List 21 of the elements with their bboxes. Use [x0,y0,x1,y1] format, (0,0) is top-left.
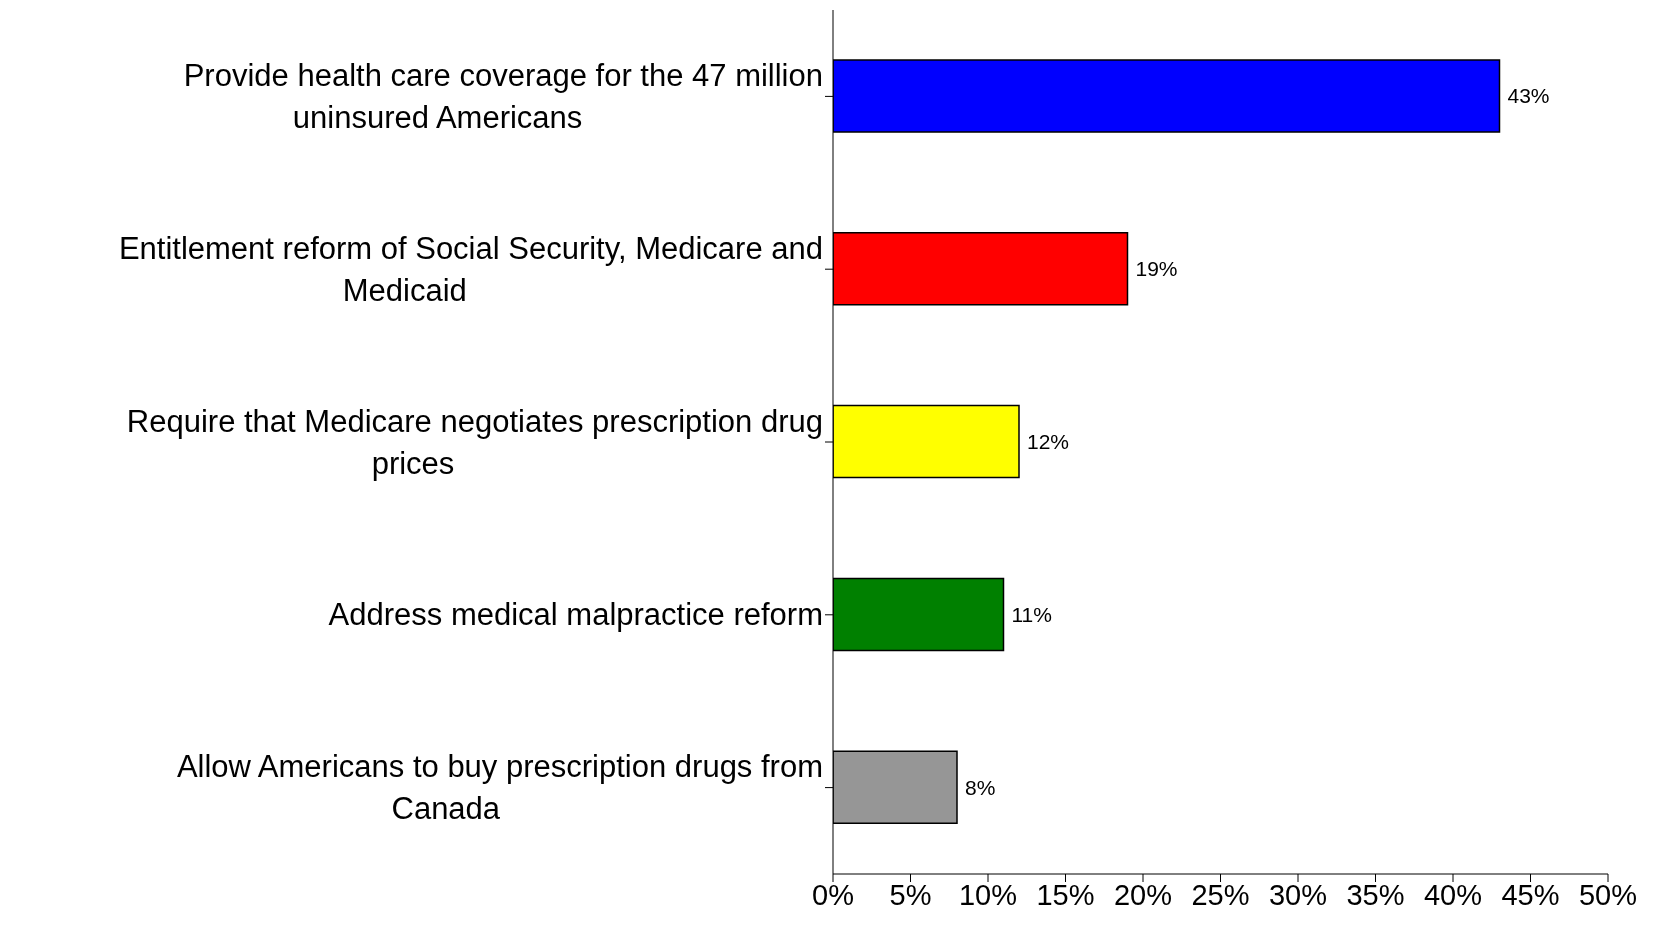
x-tick-label: 20% [1113,878,1173,911]
y-tick-label: Allow Americans to buy prescription drugs from Canada [176,749,823,827]
x-tick-label: 25% [1191,878,1250,911]
data-label: 12% [1027,430,1070,454]
data-label: 43% [1507,84,1550,108]
data-label: 19% [1135,257,1178,281]
data-label: 8% [965,775,996,799]
y-tick-label: Require that Medicare negotiates prescription drug prices [126,403,823,481]
x-tick-label: 0% [812,878,854,911]
x-tick-label: 45% [1501,878,1560,911]
y-tick-label: Address medical malpractice reform [328,597,823,633]
x-tick-label: 40% [1423,878,1483,911]
data-label: 11% [1011,602,1052,626]
x-tick-label: 5% [889,878,932,911]
x-tick-label: 50% [1578,878,1638,911]
x-tick-label: 10% [958,878,1018,911]
y-tick-label: Provide health care coverage for the 47 million uninsured Americans [183,57,823,135]
x-tick-label: 30% [1268,878,1328,911]
y-tick-label: Entitlement reform of Social Security, Medicare and Medicaid [118,230,823,308]
x-tick-label: 35% [1346,878,1405,911]
x-tick-label: 15% [1036,878,1095,911]
